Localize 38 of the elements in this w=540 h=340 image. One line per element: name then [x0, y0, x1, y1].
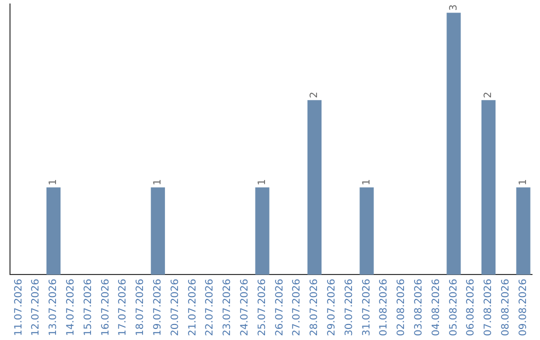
x-tick-label: 20.07.2026	[170, 278, 181, 336]
x-tick-label: 07.08.2026	[483, 278, 494, 336]
x-tick-label: 22.07.2026	[204, 278, 216, 336]
x-tick-label: 19.07.2026	[152, 278, 164, 336]
data-label: 1	[361, 179, 372, 186]
x-tick-label: 24.07.2026	[239, 278, 250, 336]
x-tick-label: 18.07.2026	[135, 278, 146, 336]
x-tick-label: 31.07.2026	[361, 278, 372, 336]
x-tick-label: 27.07.2026	[292, 278, 303, 336]
data-label: 1	[152, 179, 164, 186]
x-tick-label: 29.07.2026	[326, 278, 338, 336]
x-tick-label: 15.07.2026	[82, 278, 94, 336]
x-tick-label: 03.08.2026	[413, 278, 424, 336]
data-label: 3	[448, 4, 460, 11]
x-tick-label: 17.07.2026	[118, 278, 129, 336]
x-tick-label: 02.08.2026	[396, 278, 408, 336]
x-tick-label: 06.08.2026	[466, 278, 477, 336]
x-tick-label: 01.08.2026	[378, 278, 390, 336]
x-tick-label: 25.07.2026	[256, 278, 268, 336]
x-tick-label: 23.07.2026	[222, 278, 234, 336]
x-tick-label: 26.07.2026	[274, 278, 286, 336]
data-label: 2	[483, 92, 494, 98]
x-tick-label: 09.08.2026	[518, 278, 529, 336]
x-tick-label: 05.08.2026	[448, 278, 460, 336]
x-tick-label: 30.07.2026	[344, 278, 355, 336]
x-tick-label: 28.07.2026	[309, 278, 320, 336]
x-tick-label: 16.07.2026	[100, 278, 112, 336]
data-label: 1	[48, 179, 60, 186]
x-tick-label: 21.07.2026	[187, 278, 198, 336]
x-tick-label: 14.07.2026	[65, 278, 76, 336]
x-tick-label: 12.07.2026	[30, 278, 42, 336]
x-tick-label: 08.08.2026	[500, 278, 512, 336]
x-tick-label: 04.08.2026	[430, 278, 442, 336]
data-label: 1	[256, 179, 268, 186]
data-label: 2	[309, 92, 320, 98]
data-label: 1	[518, 179, 529, 186]
x-tick-label: 13.07.2026	[48, 278, 60, 336]
x-tick-label: 11.07.2026	[13, 278, 24, 336]
